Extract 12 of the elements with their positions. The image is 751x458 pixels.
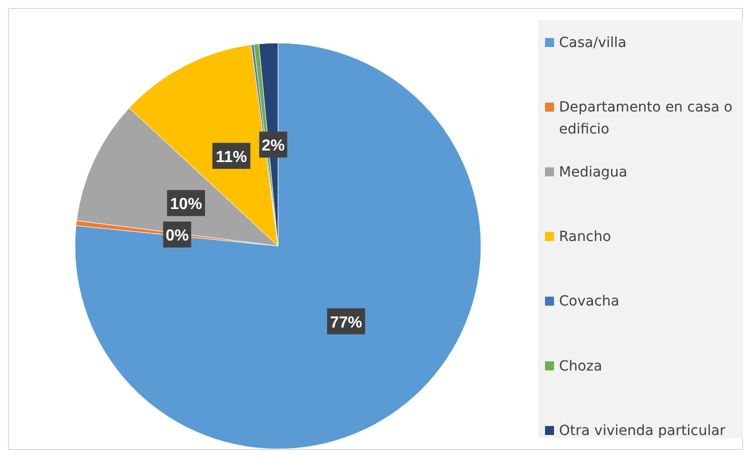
legend-label: Rancho — [559, 229, 612, 245]
data-label: 2% — [262, 138, 285, 155]
legend-label: Covacha — [559, 294, 620, 310]
data-label: 10% — [170, 196, 202, 214]
data-label: 77% — [330, 314, 362, 332]
data-label: 0% — [166, 228, 189, 245]
legend-label: Mediagua — [559, 164, 628, 180]
legend-label: Choza — [559, 358, 602, 374]
legend-label: Otra vivienda particular — [559, 423, 726, 439]
legend-label: Departamento en casa o edificio — [559, 100, 732, 138]
data-label: 11% — [216, 148, 247, 166]
legend-label: Casa/villa — [559, 35, 626, 51]
